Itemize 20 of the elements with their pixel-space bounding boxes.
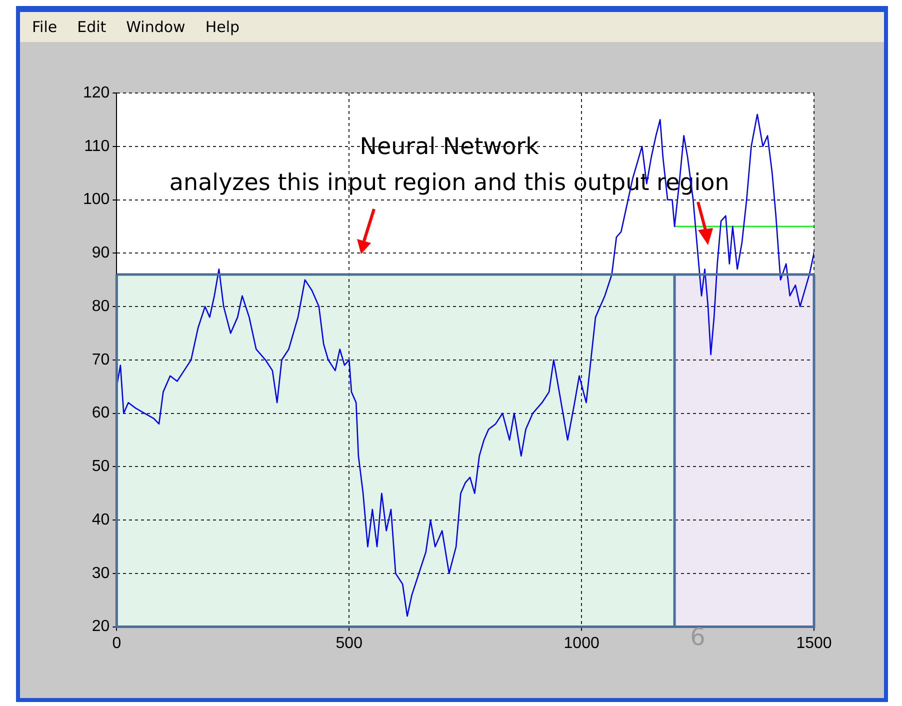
y-tick-label: 20 — [92, 618, 110, 636]
text: File — [32, 18, 58, 36]
x-tick-label: 0 — [112, 634, 122, 652]
x-tick-label: 1500 — [796, 634, 832, 652]
y-tick-label: 60 — [92, 404, 110, 422]
x-tick-label: 1000 — [564, 634, 600, 652]
y-tick-label: 30 — [92, 564, 110, 582]
y-tick-label: 50 — [92, 458, 110, 476]
text: Window — [126, 18, 186, 36]
y-tick-label: 40 — [92, 511, 110, 528]
x-tick-label: 500 — [336, 634, 363, 652]
text: Help — [205, 18, 240, 36]
y-tick-label: 70 — [92, 351, 110, 368]
y-tick-label: 80 — [92, 298, 110, 315]
y-tick-label: 100 — [82, 191, 110, 208]
text: Edit — [77, 18, 106, 36]
annotation: 6 — [690, 623, 706, 652]
y-tick-label: 120 — [82, 84, 110, 102]
y-tick-label: 110 — [84, 138, 110, 155]
y-tick-label: 90 — [92, 244, 110, 262]
